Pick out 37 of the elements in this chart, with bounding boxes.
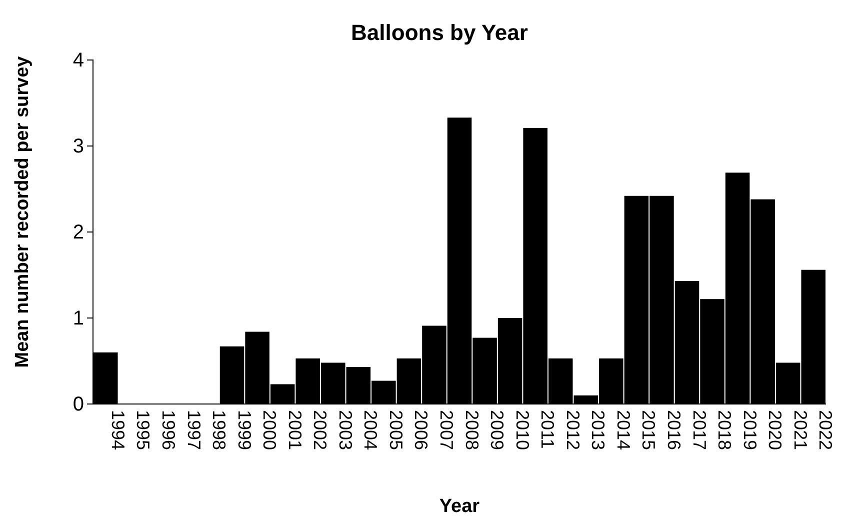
- x-tick-label: 2020: [765, 410, 786, 450]
- x-tick-label: 1998: [209, 410, 230, 450]
- x-tick-label: 2005: [386, 410, 406, 450]
- x-tick-label: 2021: [790, 410, 810, 450]
- x-tick-label: 2006: [411, 410, 432, 450]
- x-axis-title: Year: [439, 496, 480, 517]
- x-tick-label: 2011: [538, 410, 558, 449]
- x-tick-label: 2009: [487, 410, 508, 450]
- x-tick-label: 2010: [512, 410, 532, 450]
- x-tick-label: 1995: [133, 410, 154, 450]
- y-tick-label: 2: [72, 221, 84, 244]
- y-tick-label: 0: [72, 393, 84, 416]
- x-tick-label: 2001: [284, 410, 305, 450]
- y-axis-title: Mean number recorded per survey: [12, 56, 33, 368]
- x-tick-label: 2008: [462, 410, 482, 450]
- x-tick-label: 2004: [360, 410, 381, 450]
- x-tick-label: 2014: [613, 410, 634, 450]
- x-tick-label: 2019: [740, 410, 760, 450]
- x-tick-label: 2018: [714, 410, 735, 450]
- x-tick-label: 2015: [638, 410, 659, 450]
- y-tick-label: 4: [72, 49, 84, 72]
- chart-title: Balloons by Year: [351, 20, 528, 45]
- y-tick-label: 3: [72, 135, 84, 158]
- x-tick-label: 2002: [310, 410, 330, 450]
- x-tick-label: 2013: [588, 410, 608, 450]
- x-tick-label: 2016: [664, 410, 684, 450]
- x-tick-label: 1997: [184, 410, 204, 450]
- x-tick-label: 1999: [234, 410, 254, 450]
- x-tick-label: 1994: [108, 410, 128, 450]
- x-tick-label: 2022: [816, 410, 836, 450]
- x-tick-label: 2012: [562, 410, 583, 450]
- x-tick-label: 2007: [436, 410, 457, 450]
- x-tick-label: 2003: [335, 410, 356, 450]
- x-tick-label: 1996: [158, 410, 178, 450]
- x-tick-label: 2017: [689, 410, 710, 450]
- y-tick-label: 1: [72, 307, 84, 330]
- x-tick-label: 2000: [260, 410, 280, 450]
